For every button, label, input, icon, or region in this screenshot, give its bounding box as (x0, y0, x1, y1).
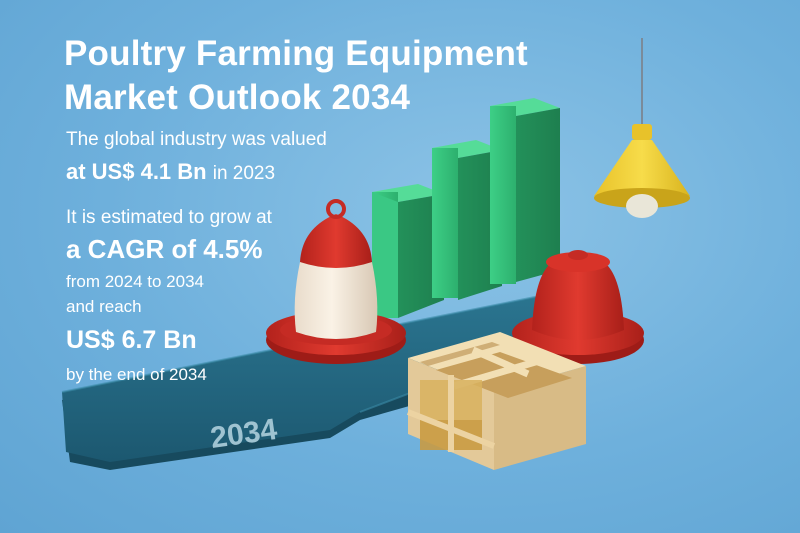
stat-valued-amount: at US$ 4.1 Bn (66, 159, 207, 184)
bar-3 (490, 98, 560, 284)
nesting-box-icon (406, 332, 586, 470)
stat-period: from 2024 to 2034 (66, 272, 204, 291)
stat-reach-end: by the end of 2034 (66, 365, 207, 384)
stat-valued-year: in 2023 (212, 163, 276, 184)
stat-reach-intro: and reach (66, 297, 142, 316)
stat-growth-intro: It is estimated to grow at (66, 207, 272, 228)
poultry-feeder-icon (266, 199, 406, 364)
stat-valued-line: at US$ 4.1 Bn in 2023 (66, 159, 276, 184)
title-line-2: Market Outlook 2034 (64, 78, 411, 117)
bar-2 (432, 140, 502, 300)
stat-reach-amount: US$ 6.7 Bn (66, 326, 197, 354)
title-line-1: Poultry Farming Equipment (64, 34, 528, 73)
bar-chart-icon (372, 98, 560, 318)
stat-cagr: a CAGR of 4.5% (66, 234, 263, 264)
hanging-lamp-icon (594, 38, 690, 218)
stat-valued-intro: The global industry was valued (66, 129, 327, 150)
